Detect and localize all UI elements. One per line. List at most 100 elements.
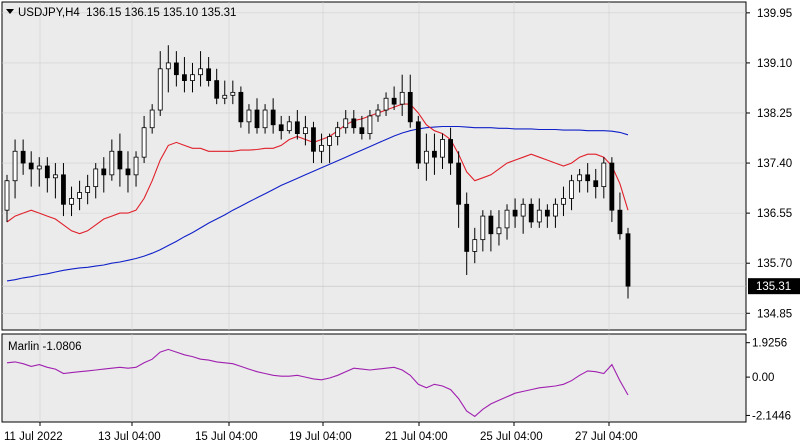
- candle[interactable]: [311, 121, 316, 164]
- candle[interactable]: [246, 104, 252, 134]
- candle[interactable]: [286, 115, 292, 134]
- current-price-label: 135.31: [756, 281, 791, 293]
- time-tick-label: 19 Jul 04:00: [289, 431, 352, 443]
- candle[interactable]: [448, 127, 453, 175]
- candle[interactable]: [569, 174, 574, 211]
- candle[interactable]: [327, 133, 332, 164]
- candle[interactable]: [4, 174, 10, 222]
- time-tick-label: 25 Jul 04:00: [480, 431, 543, 443]
- candle[interactable]: [504, 204, 510, 240]
- candle[interactable]: [12, 139, 18, 199]
- candle[interactable]: [93, 163, 99, 199]
- candle[interactable]: [383, 92, 389, 116]
- candle[interactable]: [528, 198, 534, 228]
- candle[interactable]: [399, 74, 405, 116]
- candle[interactable]: [440, 133, 445, 169]
- candle[interactable]: [391, 86, 397, 111]
- candle[interactable]: [561, 186, 566, 217]
- candle[interactable]: [585, 163, 591, 193]
- candle[interactable]: [157, 51, 163, 116]
- candle[interactable]: [480, 210, 486, 252]
- candle[interactable]: [472, 227, 478, 264]
- candle[interactable]: [69, 186, 74, 217]
- candle[interactable]: [351, 110, 357, 134]
- candle[interactable]: [165, 45, 171, 93]
- candle[interactable]: [198, 51, 203, 87]
- candle[interactable]: [222, 80, 228, 105]
- candle[interactable]: [520, 198, 526, 234]
- candle[interactable]: [375, 104, 381, 122]
- candle[interactable]: [488, 210, 494, 252]
- candle[interactable]: [149, 104, 155, 134]
- time-axis: 11 Jul 2022 13 Jul 04:00 15 Jul 04:00 19 Ju…: [4, 422, 638, 443]
- candle[interactable]: [61, 163, 66, 217]
- candle[interactable]: [190, 62, 195, 93]
- slow-ma-line: [6, 125, 629, 282]
- candle[interactable]: [270, 98, 276, 134]
- candle[interactable]: [319, 133, 324, 164]
- candle[interactable]: [464, 192, 470, 275]
- candle[interactable]: [432, 133, 437, 175]
- candle[interactable]: [601, 157, 607, 199]
- candle[interactable]: [617, 192, 623, 240]
- oscillator-panel[interactable]: [1, 333, 747, 423]
- candlesticks: [4, 45, 631, 299]
- candle[interactable]: [44, 157, 50, 193]
- candle[interactable]: [335, 121, 341, 146]
- candle[interactable]: [20, 139, 26, 175]
- candle[interactable]: [423, 133, 429, 181]
- candle[interactable]: [359, 115, 365, 140]
- candle[interactable]: [238, 86, 244, 128]
- candle[interactable]: [173, 51, 179, 87]
- price-tick-label: 134.85: [757, 308, 792, 320]
- time-tick-label: 15 Jul 04:00: [195, 431, 258, 443]
- candle[interactable]: [141, 115, 147, 164]
- candle[interactable]: [294, 110, 300, 140]
- candle[interactable]: [303, 115, 308, 146]
- candle[interactable]: [577, 168, 583, 193]
- price-tick-label: 138.25: [757, 108, 792, 120]
- price-tick-label: 139.95: [757, 8, 792, 20]
- candle[interactable]: [117, 133, 123, 187]
- candle[interactable]: [182, 57, 187, 93]
- candle[interactable]: [214, 68, 220, 105]
- candle[interactable]: [230, 80, 236, 105]
- candle[interactable]: [278, 115, 284, 140]
- candle[interactable]: [496, 210, 502, 246]
- candle[interactable]: [52, 163, 58, 199]
- candle[interactable]: [254, 98, 260, 134]
- oscillator-axis: 1.9256 0.00 -2.1446: [746, 338, 791, 422]
- current-price-badge: 135.31: [748, 278, 800, 295]
- time-tick-label: 21 Jul 04:00: [385, 431, 448, 443]
- candle[interactable]: [512, 198, 518, 228]
- oscillator-grid: [39, 334, 610, 422]
- candle[interactable]: [609, 157, 615, 222]
- candle[interactable]: [367, 110, 373, 140]
- candle[interactable]: [343, 110, 349, 134]
- price-tick-label: 137.40: [757, 158, 792, 170]
- candle[interactable]: [101, 157, 107, 193]
- candle[interactable]: [28, 151, 34, 187]
- price-axis: 139.95 139.10 138.25 137.40 136.55 135.70 134.…: [746, 8, 792, 320]
- candle[interactable]: [36, 157, 42, 187]
- candle[interactable]: [593, 168, 599, 199]
- candle[interactable]: [407, 74, 413, 128]
- candle[interactable]: [536, 198, 542, 228]
- price-tick-label: 139.10: [757, 58, 792, 70]
- candle[interactable]: [415, 115, 421, 169]
- candle[interactable]: [553, 198, 558, 228]
- candle[interactable]: [133, 151, 139, 187]
- candle[interactable]: [206, 57, 212, 87]
- candle[interactable]: [125, 151, 131, 193]
- candle[interactable]: [544, 204, 550, 228]
- candle[interactable]: [85, 174, 91, 205]
- candle[interactable]: [262, 104, 268, 134]
- candle[interactable]: [109, 139, 115, 181]
- triangle-down-icon[interactable]: [6, 9, 14, 14]
- candle[interactable]: [77, 180, 82, 211]
- candle[interactable]: [456, 151, 462, 228]
- oscillator-tick-label: 0.00: [752, 372, 774, 384]
- fast-ma-line: [6, 103, 629, 235]
- candle[interactable]: [625, 227, 631, 299]
- price-panel[interactable]: [1, 1, 747, 331]
